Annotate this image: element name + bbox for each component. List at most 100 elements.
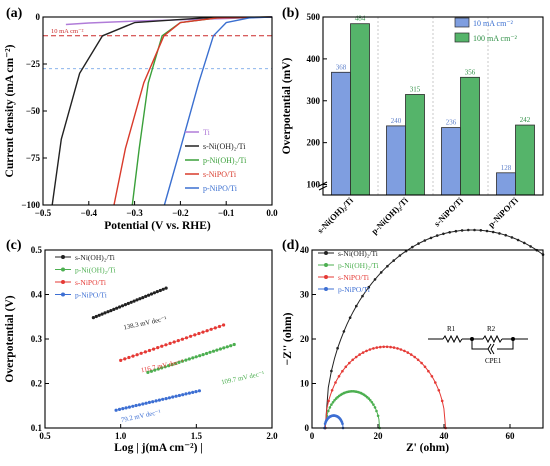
legend-label-0: s-Ni(OH)₂/Ti: [75, 253, 115, 262]
tafel-point-1: [146, 370, 150, 374]
nyquist-point-1: [370, 401, 374, 404]
legend-marker-0: [61, 255, 65, 259]
nyquist-point-2: [337, 375, 341, 378]
x-axis-label: Z' (ohm): [406, 442, 449, 454]
nyquist-point-2: [358, 353, 361, 356]
nyquist-point-2: [334, 381, 337, 384]
nyquist-point-2: [327, 399, 330, 403]
tafel-point-2: [222, 323, 226, 327]
nyquist-point-2: [330, 389, 334, 392]
nyquist-point-0: [460, 229, 464, 232]
y-axis-label: Overpotential (V): [4, 295, 16, 382]
nyquist-point-0: [504, 233, 508, 237]
resistor-r2: [482, 334, 503, 344]
nyquist-point-2: [372, 347, 375, 350]
tafel-point-0: [164, 286, 168, 290]
bar-value-label: 368: [336, 63, 347, 71]
y-tick-label: 0.1: [31, 423, 43, 433]
nyquist-point-0: [392, 259, 396, 262]
nyquist-point-1: [373, 406, 377, 409]
nyquist-point-1: [330, 403, 333, 406]
y-axis-label: −Z'' (ohm): [282, 312, 294, 365]
nyquist-point-1: [375, 409, 378, 413]
y-tick-label: 0.2: [31, 379, 43, 389]
nyquist-point-0: [442, 232, 445, 236]
nyquist-point-0: [510, 236, 514, 239]
nyquist-point-1: [369, 399, 372, 402]
nyquist-point-0: [342, 330, 346, 333]
legend-label-3: s-NiPO/Ti: [203, 170, 237, 179]
bar-value-label: 242: [520, 116, 531, 124]
tafel-point-0: [91, 316, 95, 320]
nyquist-fit-0: [324, 229, 544, 429]
tafel-point-3: [197, 389, 201, 393]
x-tick-label: 0.5: [39, 431, 51, 441]
tafel-point-3: [114, 408, 118, 412]
legend-label-2: s-NiPO/Ti: [75, 278, 106, 287]
circuit-label-r2: R2: [487, 325, 496, 333]
bar-value-label: 356: [465, 68, 476, 76]
tafel-fit-2: [120, 324, 224, 361]
bar-0-0: [331, 71, 351, 196]
nyquist-point-0: [330, 369, 333, 373]
lsv-curve-3: [113, 16, 273, 206]
category-label-2: s-NiPO/Ti: [432, 195, 465, 228]
legend-marker-2: [61, 280, 65, 284]
nyquist-fit-1: [324, 390, 381, 429]
slope-label-3: 79.2 mV dec⁻¹: [120, 409, 161, 424]
nyquist-point-1: [333, 399, 336, 402]
nyquist-point-2: [420, 361, 423, 365]
y-tick-label: 0: [305, 423, 310, 433]
nyquist-point-0: [386, 264, 389, 268]
y-tick-label: 10: [300, 379, 310, 389]
x-tick-label: 20: [374, 431, 384, 441]
bar-0-1: [350, 23, 370, 196]
y-tick-label: 0: [36, 12, 41, 22]
nyquist-point-2: [368, 348, 372, 351]
nyquist-point-0: [355, 304, 358, 308]
legend-label-1: p-Ni(OH)₂/Ti: [75, 266, 116, 275]
legend-label-2: s-NiPO/Ti: [338, 273, 369, 282]
nyquist-point-2: [361, 351, 365, 354]
nyquist-point-1: [372, 403, 375, 406]
legend-label-0: Ti: [203, 128, 211, 137]
x-tick-label: 0: [310, 431, 315, 441]
nyquist-point-1: [367, 397, 371, 400]
x-tick-label: 0.0: [266, 208, 278, 218]
category-label-1: p-Ni(OH)₂/Ti: [369, 195, 410, 236]
nyquist-point-2: [409, 353, 413, 356]
x-tick-label: 1.5: [191, 431, 203, 441]
y-tick-label: 500: [307, 12, 321, 22]
bar-value-label: 240: [391, 117, 402, 125]
panel-b-frame: [322, 16, 544, 196]
x-tick-label: 40: [440, 431, 450, 441]
bar-value-label: 128: [501, 164, 512, 172]
nyquist-point-2: [416, 358, 420, 362]
x-tick-label: −0.2: [172, 208, 189, 218]
annotation-10ma: 10 mA cm⁻²: [51, 28, 84, 35]
y-tick-label: 200: [307, 138, 321, 148]
bar-3-1: [515, 124, 535, 196]
panel-c-tafel-chart: (c) 0.5 1.0 1.5 2.0 0.1 0.2 0.3 0.4 0.5 Log | j(mA…: [4, 238, 278, 454]
bar-value-label: 315: [410, 85, 421, 93]
nyquist-fit-2: [324, 346, 447, 429]
y-tick-label: 30: [300, 290, 310, 300]
nyquist-point-0: [336, 346, 339, 350]
legend-label-4: p-NiPO/Ti: [203, 184, 238, 193]
nyquist-point-2: [399, 348, 403, 351]
legend-marker-3: [61, 292, 65, 297]
nyquist-point-2: [344, 365, 348, 369]
nyquist-point-2: [379, 345, 382, 349]
category-label-3: p-NiPO/Ti: [486, 195, 520, 229]
tafel-fit-3: [116, 390, 200, 411]
nyquist-point-0: [361, 294, 364, 298]
nyquist-point-0: [435, 234, 439, 237]
nyquist-point-2: [434, 381, 437, 384]
nyquist-point-2: [385, 345, 389, 349]
y-axis-label: Current density (mA cm⁻²): [4, 44, 16, 177]
slope-label-2: 116.7 mV dec⁻¹: [140, 358, 184, 374]
nyquist-point-0: [523, 241, 526, 245]
panel-d-letter: (d): [282, 238, 299, 253]
panel-a-lsv-chart: (a) 10 mA cm⁻² −0.5 −0.4 −0.3 −0.2 −0.1 0.0 0 −25…: [4, 6, 278, 232]
